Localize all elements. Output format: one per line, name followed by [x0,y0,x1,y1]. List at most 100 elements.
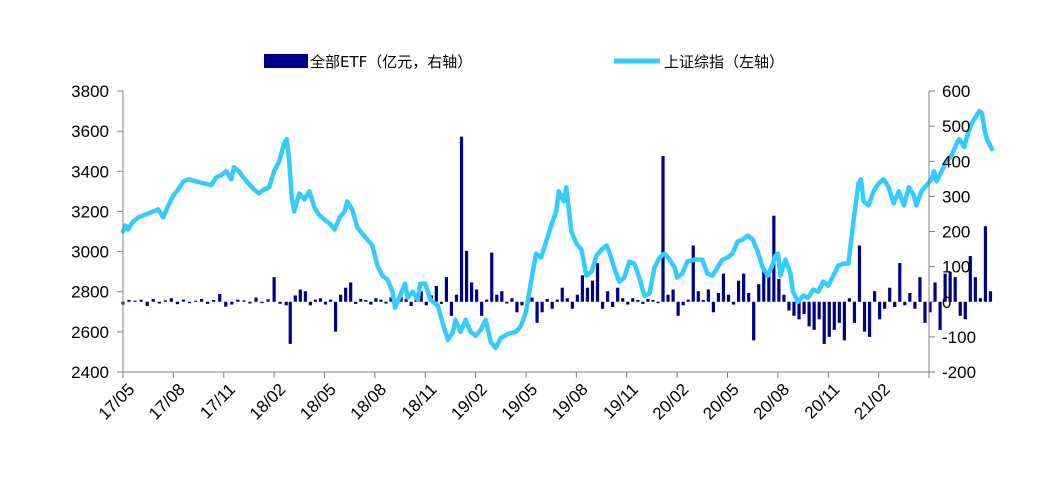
etf-bar [656,301,660,304]
etf-bar [555,299,559,302]
etf-bar [157,301,161,304]
etf-bar [560,287,564,302]
etf-bar [933,282,937,302]
etf-bar [822,301,826,344]
etf-bar [169,298,173,302]
x-tick-label: 20/02 [649,380,693,424]
etf-bar [333,301,338,332]
etf-bar [923,301,927,323]
etf-bar [752,301,756,341]
left-tick-label: 3400 [71,162,109,181]
etf-bar [651,299,655,302]
left-tick-label: 3000 [71,243,109,262]
etf-bar [187,301,192,304]
etf-bar [611,301,615,308]
etf-bar [454,294,459,302]
etf-bar [318,298,323,302]
right-axis-ticks: -200 -100 0 100 200 300 400 500 600 [929,82,976,382]
etf-bar [792,301,796,316]
etf-bar [369,301,373,305]
etf-bar [757,284,761,302]
x-tick-label: 19/05 [498,380,542,424]
etf-bar [711,301,715,313]
etf-bar [616,287,620,302]
etf-bar [288,301,292,344]
etf-bar [339,294,343,302]
etf-bar [550,301,554,309]
x-tick-label: 19/08 [548,380,592,424]
etf-bar [565,298,569,302]
etf-bar [726,294,731,302]
etf-bar [742,273,746,302]
legend-line-label: 上证综指（左轴） [664,53,784,71]
etf-bar [354,301,358,304]
etf-bar [545,298,549,302]
etf-bar [328,299,333,302]
etf-bar [236,299,240,302]
etf-bar [636,299,640,302]
etf-bar [163,300,167,302]
etf-bar [691,245,695,302]
etf-bar [515,301,519,313]
etf-bar [918,277,922,302]
etf-bar [590,280,595,302]
etf-bar [199,298,204,302]
etf-bar [953,277,957,302]
etf-bar [434,285,438,302]
etf-bar [139,299,143,302]
etf-bar [480,301,484,316]
etf-bar [837,301,841,323]
etf-bar [424,301,428,306]
etf-bar [938,301,942,330]
etf-bar [404,298,408,302]
x-tick-label: 17/11 [196,380,239,423]
x-tick-label: 19/11 [599,380,642,423]
etf-bar [530,297,534,302]
etf-bar [284,301,288,306]
etf-bar [595,263,600,302]
x-axis-ticks: 17/05 17/08 17/11 18/02 18/05 18/08 18/11 19/02… [95,372,930,424]
etf-bar [762,270,766,302]
legend: 全部ETF（亿元，右轴） 上证综指（左轴） [264,53,784,71]
etf-bar [827,301,831,337]
etf-bar [364,299,368,302]
x-tick-label: 18/08 [347,380,391,424]
etf-bar [535,301,539,323]
etf-bar [721,273,726,302]
etf-bar [127,299,131,302]
etf-bar [379,299,383,302]
etf-bar [928,301,932,313]
etf-bar [878,301,882,320]
etf-bar [606,291,610,302]
etf-bar [817,301,821,320]
right-tick-label: 400 [942,152,970,171]
etf-bar [908,292,912,302]
etf-bar [409,301,413,306]
etf-bar [520,301,524,306]
etf-bar [475,289,479,302]
etf-bar [883,301,887,309]
etf-bar [736,280,741,302]
etf-bar [807,301,811,327]
etf-bar [389,297,393,302]
etf-bar [681,301,685,306]
etf-bar [802,301,806,315]
etf-bar [485,299,489,302]
etf-bar [212,299,216,302]
etf-bar [948,271,952,302]
etf-bar [399,296,403,302]
etf-bar [359,298,363,302]
etf-bar [812,301,816,330]
etf-bar [449,301,454,316]
etf-bar [349,282,353,302]
etf-bar [248,301,252,304]
etf-bar [696,291,700,302]
etf-bar [272,277,276,302]
etf-bar [206,301,210,304]
etf-bar [978,298,982,302]
etf-bar [797,301,801,320]
etf-bar [242,300,246,302]
etf-bar [782,294,786,302]
etf-bar [661,155,665,302]
